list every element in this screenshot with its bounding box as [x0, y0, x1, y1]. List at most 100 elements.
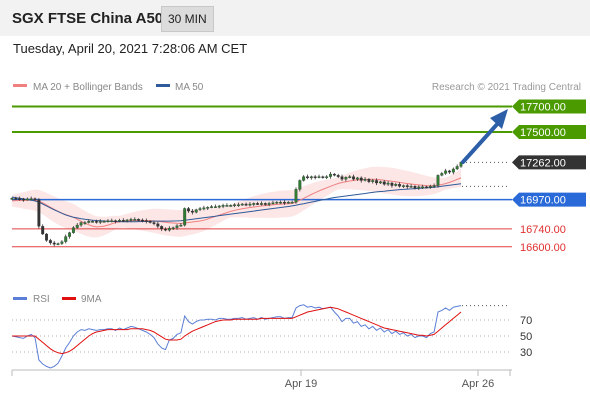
- candle: [160, 225, 164, 232]
- candle: [183, 207, 187, 227]
- candle: [371, 178, 375, 184]
- candle-body: [444, 170, 448, 174]
- candle: [275, 201, 279, 205]
- candle-body: [41, 226, 45, 235]
- candle: [102, 220, 106, 223]
- candle-body: [263, 203, 267, 205]
- candle: [79, 221, 83, 227]
- candle-body: [306, 176, 309, 179]
- candle: [283, 200, 286, 205]
- candle-body: [256, 203, 260, 205]
- candle-body: [179, 224, 183, 227]
- candle-body: [363, 179, 367, 181]
- candle-body: [110, 220, 114, 222]
- candle-body: [413, 186, 417, 189]
- candle-body: [367, 179, 371, 182]
- candle-body: [371, 180, 375, 182]
- candle: [133, 217, 137, 221]
- candle: [156, 221, 160, 229]
- candle-body: [118, 220, 121, 222]
- candle: [236, 202, 240, 207]
- candle: [33, 197, 37, 202]
- rsi-level-label-1: 50: [520, 331, 532, 343]
- candle: [248, 201, 252, 207]
- candle-body: [394, 184, 398, 186]
- candle: [244, 202, 248, 207]
- level-tag-1: 17500.00: [512, 125, 586, 139]
- candle: [405, 184, 409, 189]
- candle: [252, 202, 256, 207]
- candle: [256, 201, 260, 206]
- candle: [302, 175, 306, 182]
- candle: [83, 220, 87, 225]
- candle-body: [359, 177, 363, 181]
- candle: [317, 174, 321, 179]
- candle: [306, 174, 309, 180]
- candle-body: [114, 220, 118, 222]
- candle: [94, 219, 98, 224]
- level-label-1: 17500.00: [520, 127, 566, 139]
- x-label-apr26: Apr 26: [462, 378, 494, 390]
- candle-body: [18, 198, 22, 200]
- candle-body: [440, 173, 444, 176]
- candle-body: [91, 221, 95, 223]
- level-label-4: 16740.00: [520, 224, 566, 236]
- rsi-level-label-0: 70: [520, 315, 532, 327]
- candle-body: [22, 198, 25, 201]
- candle-body: [313, 176, 317, 178]
- candle: [194, 208, 198, 214]
- candle-body: [451, 168, 455, 173]
- ma20-legend-label: MA 20 + Bollinger Bands: [33, 82, 143, 93]
- candle-body: [137, 219, 141, 221]
- rsi-ma-line: [12, 306, 462, 355]
- x-label-apr19: Apr 19: [285, 378, 317, 390]
- candle-body: [298, 180, 302, 190]
- candle: [129, 217, 133, 223]
- candle-body: [83, 222, 87, 224]
- chart-header: SGX FTSE China A50 30 MIN: [0, 0, 590, 36]
- candle: [175, 224, 179, 230]
- candle-body: [236, 204, 240, 207]
- candle-body: [171, 227, 175, 229]
- candle: [121, 218, 125, 223]
- timeframe-button[interactable]: 30 MIN: [161, 6, 214, 32]
- candle-body: [382, 181, 386, 185]
- candle-body: [94, 221, 98, 223]
- candle: [114, 219, 118, 224]
- candle: [340, 174, 344, 181]
- timestamp: Tuesday, April 20, 2021 7:28:06 AM CET: [13, 41, 248, 56]
- candle-body: [198, 208, 202, 210]
- level-tag-3: 16970.00: [512, 192, 586, 207]
- candle-body: [244, 203, 248, 206]
- candle-body: [428, 186, 432, 188]
- candle-body: [14, 198, 18, 200]
- candle: [321, 175, 325, 179]
- candle-body: [229, 205, 233, 207]
- candle: [10, 197, 14, 200]
- candle-body: [60, 241, 64, 244]
- candle-body: [283, 201, 286, 204]
- candle-body: [432, 185, 436, 187]
- candle: [459, 161, 463, 168]
- candle-body: [156, 223, 160, 227]
- candle-body: [252, 203, 256, 205]
- candle: [68, 231, 72, 239]
- candle-body: [190, 210, 194, 213]
- candle: [367, 178, 371, 184]
- forecast-arrow-head: [490, 109, 508, 129]
- candle: [110, 218, 114, 223]
- candle: [355, 176, 359, 181]
- candle-body: [48, 240, 52, 244]
- candle: [267, 201, 271, 207]
- candle-body: [267, 203, 271, 205]
- candle: [386, 180, 390, 187]
- candle: [206, 206, 210, 211]
- candle-body: [405, 185, 409, 187]
- candle: [259, 201, 263, 206]
- candle: [325, 175, 329, 180]
- candle: [14, 196, 18, 200]
- ma20-line: [11, 177, 462, 228]
- candle-body: [378, 181, 382, 184]
- candle-body: [336, 175, 340, 177]
- rsi-line: [11, 304, 462, 369]
